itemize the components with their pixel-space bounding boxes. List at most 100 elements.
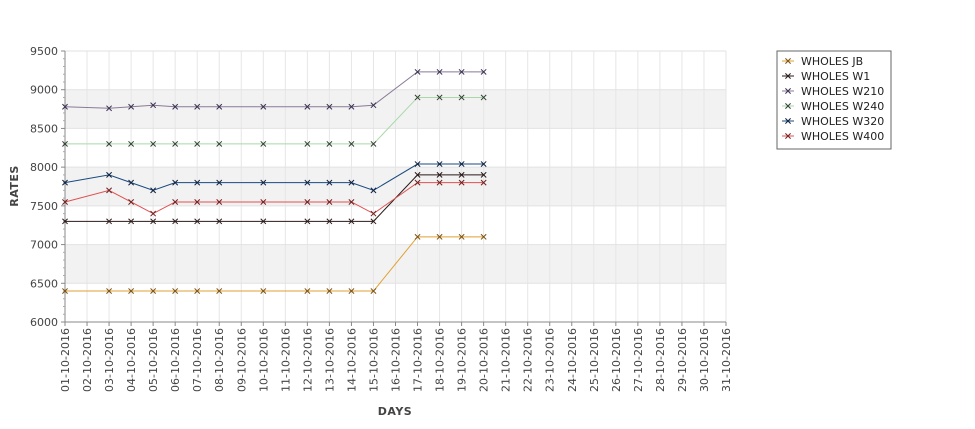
data-point-wholes-w240 bbox=[304, 140, 311, 147]
data-point-wholes-w240 bbox=[106, 140, 113, 147]
data-point-wholes-w320 bbox=[348, 179, 355, 186]
data-point-wholes-w320 bbox=[414, 161, 421, 167]
data-point-wholes-w400 bbox=[260, 199, 267, 205]
legend-label: WHOLES W240 bbox=[801, 100, 884, 113]
legend: WHOLES JB WHOLES W1 WHOLES W210 WHOLES W240… bbox=[776, 50, 892, 150]
data-point-wholes-jb bbox=[480, 233, 487, 240]
legend-label: WHOLES W1 bbox=[801, 70, 870, 83]
series-line-wholes-w210 bbox=[64, 71, 484, 109]
x-tick-label: 27-10-2016 bbox=[632, 328, 645, 392]
data-point-wholes-w320 bbox=[128, 179, 135, 186]
x-tick-label: 15-10-2016 bbox=[367, 328, 380, 392]
data-point-wholes-w1 bbox=[436, 171, 443, 178]
y-tick-label: 9000 bbox=[30, 84, 58, 97]
series-lines bbox=[62, 68, 487, 294]
data-point-wholes-w240 bbox=[326, 140, 333, 147]
data-point-wholes-w240 bbox=[348, 140, 355, 147]
data-point-wholes-w320 bbox=[106, 171, 113, 178]
data-point-wholes-w210 bbox=[348, 103, 355, 110]
x-axis-ticks: 01-10-2016 02-10-2016 03-10-2016 04-10-2016… bbox=[59, 322, 733, 392]
data-point-wholes-w400 bbox=[216, 199, 223, 205]
data-point-wholes-jb bbox=[436, 233, 443, 240]
y-tick-label: 9500 bbox=[30, 45, 58, 58]
data-point-wholes-w240 bbox=[480, 94, 487, 101]
y-axis-title: RATES bbox=[8, 165, 21, 207]
legend-item: WHOLES W210 bbox=[782, 85, 884, 98]
series-line-wholes-w1 bbox=[65, 174, 484, 222]
y-axis-ticks: 6000 6500 7000 7500 8000 8500 9000 9500 bbox=[30, 45, 65, 329]
data-point-wholes-w240 bbox=[150, 140, 157, 147]
data-point-wholes-w1 bbox=[194, 218, 201, 225]
data-point-wholes-w210 bbox=[128, 103, 135, 110]
data-point-wholes-w210 bbox=[370, 102, 377, 109]
data-point-wholes-w240 bbox=[172, 140, 179, 147]
x-tick-label: 31-10-2016 bbox=[720, 328, 733, 392]
x-tick-label: 28-10-2016 bbox=[654, 328, 667, 392]
data-point-wholes-w210 bbox=[260, 103, 267, 110]
legend-label: WHOLES W400 bbox=[801, 130, 884, 143]
y-tick-label: 7500 bbox=[30, 200, 58, 213]
data-point-wholes-w210 bbox=[458, 68, 465, 75]
data-point-wholes-w320 bbox=[304, 179, 311, 186]
data-point-wholes-w240 bbox=[62, 140, 68, 147]
legend-marker bbox=[785, 58, 791, 64]
data-point-wholes-jb bbox=[348, 288, 355, 294]
x-tick-label: 16-10-2016 bbox=[390, 328, 403, 392]
data-point-wholes-w210 bbox=[216, 103, 223, 110]
data-point-wholes-w1 bbox=[414, 171, 421, 178]
data-point-wholes-w210 bbox=[414, 68, 421, 75]
x-tick-label: 21-10-2016 bbox=[500, 328, 513, 392]
legend-label: WHOLES JB bbox=[801, 55, 863, 68]
data-point-wholes-w1 bbox=[480, 171, 487, 178]
legend-marker bbox=[785, 103, 791, 109]
series-line-wholes-w240 bbox=[65, 96, 484, 145]
data-point-wholes-w400 bbox=[348, 199, 355, 205]
y-tick-label: 7000 bbox=[30, 239, 58, 252]
data-point-wholes-w400 bbox=[128, 199, 135, 205]
data-point-wholes-w240 bbox=[216, 140, 223, 147]
x-tick-label: 03-10-2016 bbox=[103, 328, 116, 392]
x-tick-label: 11-10-2016 bbox=[279, 328, 292, 392]
y-tick-label: 6000 bbox=[30, 316, 58, 329]
x-tick-label: 22-10-2016 bbox=[522, 328, 535, 392]
data-point-wholes-w210 bbox=[106, 105, 113, 112]
x-tick-label: 02-10-2016 bbox=[81, 328, 94, 392]
x-tick-label: 20-10-2016 bbox=[478, 328, 491, 392]
data-point-wholes-w1 bbox=[128, 218, 135, 225]
data-point-wholes-w400 bbox=[172, 199, 179, 205]
data-point-wholes-w1 bbox=[216, 218, 223, 225]
data-point-wholes-w210 bbox=[480, 68, 487, 75]
data-point-wholes-w320 bbox=[260, 179, 267, 186]
x-tick-label: 29-10-2016 bbox=[676, 328, 689, 392]
x-tick-label: 13-10-2016 bbox=[323, 328, 336, 392]
x-tick-label: 23-10-2016 bbox=[544, 328, 557, 392]
data-point-wholes-jb bbox=[128, 288, 135, 294]
x-tick-label: 18-10-2016 bbox=[434, 328, 447, 392]
x-tick-label: 10-10-2016 bbox=[257, 328, 270, 392]
data-point-wholes-w240 bbox=[458, 94, 465, 101]
data-point-wholes-w320 bbox=[150, 187, 157, 194]
x-tick-label: 30-10-2016 bbox=[698, 328, 711, 392]
data-point-wholes-w210 bbox=[62, 103, 68, 110]
legend-label: WHOLES W320 bbox=[801, 115, 884, 128]
x-tick-label: 26-10-2016 bbox=[610, 328, 623, 392]
legend-item: WHOLES W240 bbox=[782, 100, 884, 113]
data-point-wholes-jb bbox=[414, 233, 421, 240]
x-tick-label: 01-10-2016 bbox=[59, 328, 72, 392]
data-point-wholes-w320 bbox=[62, 179, 68, 186]
data-point-wholes-w1 bbox=[260, 218, 267, 225]
data-point-wholes-w240 bbox=[194, 140, 201, 147]
data-point-wholes-w240 bbox=[260, 140, 267, 147]
data-point-wholes-w320 bbox=[370, 187, 377, 194]
data-point-wholes-jb bbox=[304, 288, 311, 294]
data-point-wholes-w400 bbox=[62, 199, 68, 205]
data-point-wholes-w400 bbox=[194, 199, 201, 205]
data-point-wholes-jb bbox=[458, 233, 465, 240]
data-point-wholes-w400 bbox=[414, 179, 421, 186]
data-point-wholes-jb bbox=[370, 288, 377, 294]
data-point-wholes-w400 bbox=[436, 179, 443, 186]
x-tick-label: 14-10-2016 bbox=[345, 328, 358, 392]
x-tick-label: 05-10-2016 bbox=[147, 328, 160, 392]
data-point-wholes-jb bbox=[172, 288, 179, 294]
